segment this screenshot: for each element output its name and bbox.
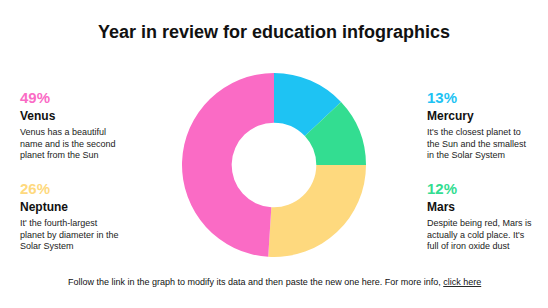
svg-text:12%: 12% [427, 180, 457, 197]
svg-text:Follow the link in the graph t: Follow the link in the graph to modify i… [68, 277, 481, 287]
svg-text:Mercury: Mercury [427, 109, 474, 123]
svg-text:26%: 26% [20, 180, 50, 197]
svg-text:Neptune: Neptune [20, 200, 68, 214]
svg-text:49%: 49% [20, 89, 50, 106]
svg-text:Venus has a beautifulname and: Venus has a beautifulname and is the sec… [20, 127, 116, 160]
svg-text:It' the fourth-largestplanet b: It' the fourth-largestplanet by diameter… [20, 218, 119, 251]
svg-text:13%: 13% [427, 89, 457, 106]
svg-text:It's the closest planet tothe: It's the closest planet tothe Sun and th… [427, 127, 527, 160]
svg-text:Venus: Venus [20, 109, 56, 123]
svg-text:Despite being red, Mars isactu: Despite being red, Mars isactually a col… [427, 218, 532, 251]
svg-text:Year in review for education i: Year in review for education infographic… [98, 22, 450, 42]
svg-text:Mars: Mars [427, 200, 455, 214]
